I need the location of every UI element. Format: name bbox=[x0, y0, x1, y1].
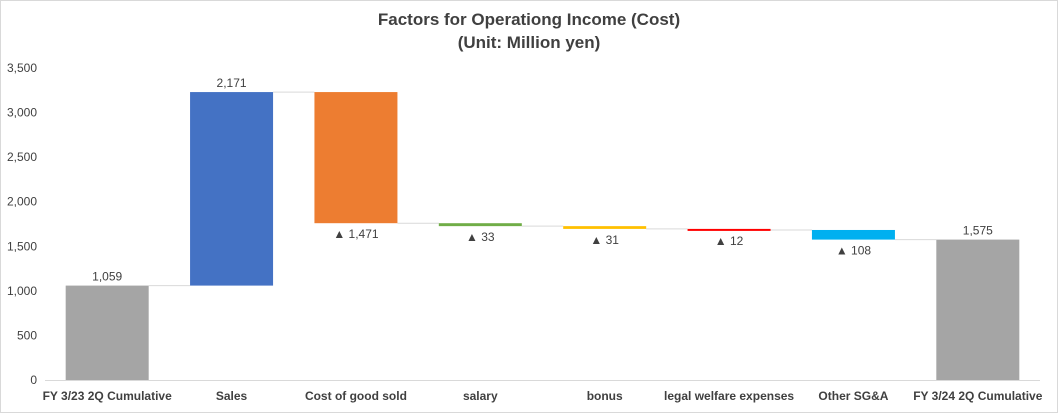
data-label: 1,059 bbox=[92, 270, 122, 284]
data-label: ▲ 12 bbox=[715, 234, 744, 248]
plot-area: 0 500 1,000 1,500 2,000 2,500 3,000 3,500 1,059 F… bbox=[7, 61, 1043, 403]
x-tick-label: Sales bbox=[216, 389, 248, 403]
data-label: 2,171 bbox=[217, 76, 247, 90]
y-tick-label: 2,000 bbox=[7, 195, 37, 209]
x-tick-label: legal welfare expenses bbox=[664, 389, 794, 403]
bar-5 bbox=[563, 226, 647, 229]
y-tick-label: 3,000 bbox=[7, 106, 37, 120]
data-label: ▲ 108 bbox=[836, 244, 872, 258]
bar-4 bbox=[438, 223, 522, 227]
x-tick-label: salary bbox=[463, 389, 498, 403]
x-tick-label: FY 3/24 2Q Cumulative bbox=[913, 389, 1042, 403]
chart-subtitle: (Unit: Million yen) bbox=[457, 33, 601, 52]
bar-6 bbox=[687, 228, 771, 231]
x-tick-label: Other SG&A bbox=[818, 389, 888, 403]
bar-8 bbox=[936, 239, 1020, 380]
y-tick-label: 3,500 bbox=[7, 61, 37, 75]
x-tick-label: bonus bbox=[587, 389, 623, 403]
chart-title: Factors for Operationg Income (Cost) bbox=[377, 10, 681, 29]
bar-2 bbox=[190, 92, 274, 286]
bar-1 bbox=[65, 285, 149, 380]
x-tick-label: FY 3/23 2Q Cumulative bbox=[43, 389, 172, 403]
data-label: ▲ 31 bbox=[590, 233, 619, 247]
y-tick-label: 500 bbox=[17, 328, 37, 342]
y-tick-label: 1,500 bbox=[7, 239, 37, 253]
bar-3 bbox=[314, 92, 398, 224]
bar-7 bbox=[811, 229, 895, 240]
y-tick-label: 1,000 bbox=[7, 284, 37, 298]
data-label: 1,575 bbox=[963, 224, 993, 238]
data-label: ▲ 1,471 bbox=[333, 227, 379, 241]
x-tick-label: Cost of good sold bbox=[305, 389, 407, 403]
y-tick-label: 0 bbox=[30, 373, 37, 387]
data-label: ▲ 33 bbox=[466, 230, 495, 244]
y-tick-label: 2,500 bbox=[7, 150, 37, 164]
